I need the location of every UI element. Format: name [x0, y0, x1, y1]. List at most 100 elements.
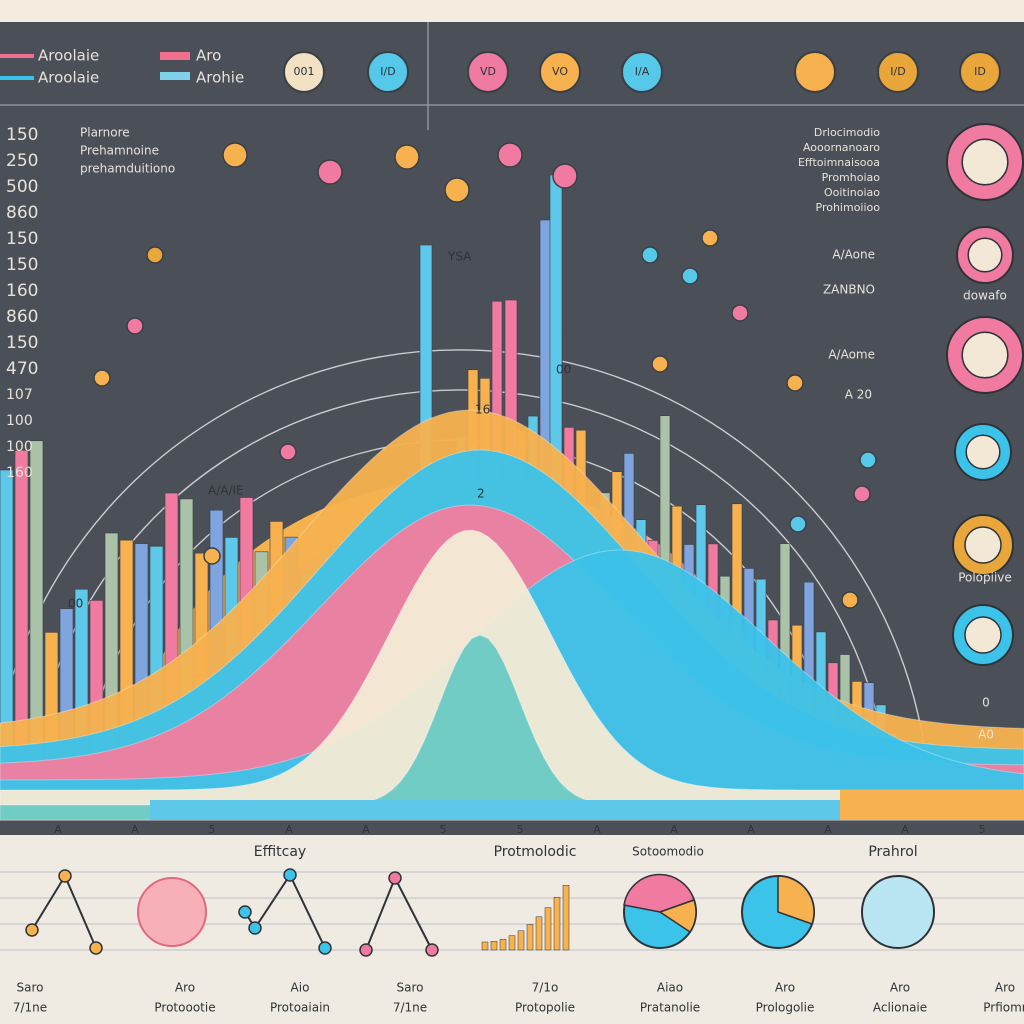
chart-label: 16 — [475, 403, 490, 417]
right-label: A0 — [978, 728, 994, 742]
mini-dot — [238, 905, 252, 919]
dot — [651, 355, 669, 373]
dot — [552, 163, 578, 189]
dot — [789, 515, 807, 533]
mini-bar — [544, 907, 552, 951]
dot — [394, 144, 420, 170]
mini-bar — [508, 935, 516, 951]
footer-label: 7/1o — [532, 981, 559, 995]
mini-dot — [25, 923, 39, 937]
badge-label: 001 — [294, 65, 315, 78]
dot — [681, 267, 699, 285]
right-note: Ooitinoiao — [824, 186, 880, 199]
dot — [497, 142, 523, 168]
x-tick-label: A — [747, 823, 755, 836]
legend: Aroolaie Aroolaie Aro Arohie — [0, 47, 244, 87]
y-label: 860 — [6, 307, 38, 327]
footer-label: Aro — [775, 981, 795, 995]
chart-label: 00 — [68, 597, 83, 611]
section-title: Protmolodic — [494, 844, 577, 860]
wave — [0, 529, 1024, 821]
dot — [146, 246, 164, 264]
chart-label: 00 — [556, 363, 571, 377]
x-tick-label: A — [362, 823, 370, 836]
footer-label: Aiao — [657, 981, 683, 995]
legend-label: Aroolaie — [38, 69, 99, 87]
x-tick-label: 5 — [979, 823, 986, 836]
x-tick-label: 5 — [440, 823, 447, 836]
chart-label: YSA — [447, 250, 472, 264]
mini-dot — [388, 871, 402, 885]
dot — [222, 142, 248, 168]
right-label: ZANBNO — [823, 283, 875, 297]
badge — [621, 51, 663, 93]
y-label: 250 — [6, 151, 38, 171]
dot — [126, 317, 144, 335]
mini-line — [244, 872, 326, 949]
mini-dot — [283, 868, 297, 882]
icon-inner — [964, 526, 1002, 564]
icon-inner — [967, 237, 1003, 273]
mini-pie-slice — [658, 899, 697, 934]
footer-label: 7/1ne — [13, 1001, 47, 1015]
chart-label: 2 — [477, 487, 485, 501]
x-tick-label: A — [285, 823, 293, 836]
mini-bar — [562, 885, 570, 951]
y-label: 470 — [6, 359, 38, 379]
dot — [279, 443, 297, 461]
mini-bar — [517, 930, 525, 951]
dot — [853, 485, 871, 503]
right-label: A/Aone — [832, 248, 875, 262]
section-title: Sotoomodio — [632, 845, 704, 859]
section-title: Prahrol — [868, 844, 917, 860]
footer-label: Aro — [175, 981, 195, 995]
dot — [93, 369, 111, 387]
right-label: 0 — [982, 696, 990, 710]
mini-bar — [553, 896, 561, 951]
footer-label: Prfiomr — [983, 1001, 1024, 1015]
right-note: Prohimoiioo — [816, 201, 881, 214]
y-label: 500 — [6, 177, 38, 197]
mini-pie-slice — [623, 873, 695, 913]
x-tick-label: 5 — [209, 823, 216, 836]
badge-label: VD — [480, 65, 496, 78]
right-note: Aooornanoaro — [803, 141, 880, 154]
footer-label: Aro — [890, 981, 910, 995]
mini-dot — [318, 941, 332, 955]
strip — [150, 800, 1024, 820]
mini-bar — [481, 941, 489, 951]
y-label: 160 — [6, 465, 33, 481]
y-label: 150 — [6, 125, 38, 145]
dot — [444, 177, 470, 203]
mini-bar — [490, 941, 498, 951]
mini-dot — [58, 869, 72, 883]
dot — [701, 229, 719, 247]
icon-inner — [965, 434, 1001, 470]
footer-label: 7/1ne — [393, 1001, 427, 1015]
badge — [539, 51, 581, 93]
footer-label: Aio — [291, 981, 310, 995]
footer-label: Saro — [17, 981, 44, 995]
chart-art — [0, 174, 1024, 821]
badge-label: I/D — [380, 65, 395, 78]
right-label: dowafo — [963, 289, 1007, 303]
mini-bar — [499, 938, 507, 951]
y-label: 160 — [6, 281, 38, 301]
right-note: Drlocimodio — [814, 126, 880, 139]
footer-label: Protopolie — [515, 1001, 575, 1015]
x-tick-label: A — [54, 823, 62, 836]
dot — [841, 591, 859, 609]
footer-label: Aro — [995, 981, 1015, 995]
x-tick-label: A — [131, 823, 139, 836]
note: Prehamnoine — [80, 144, 159, 158]
legend-label: Arohie — [196, 69, 244, 87]
legend-label: Aroolaie — [38, 47, 99, 65]
badge — [794, 51, 836, 93]
icon-inner — [961, 138, 1009, 186]
badge — [959, 51, 1001, 93]
badge — [877, 51, 919, 93]
badge-label: I/A — [635, 65, 650, 78]
x-tick-label: A — [824, 823, 832, 836]
badge-label: I/D — [890, 65, 905, 78]
